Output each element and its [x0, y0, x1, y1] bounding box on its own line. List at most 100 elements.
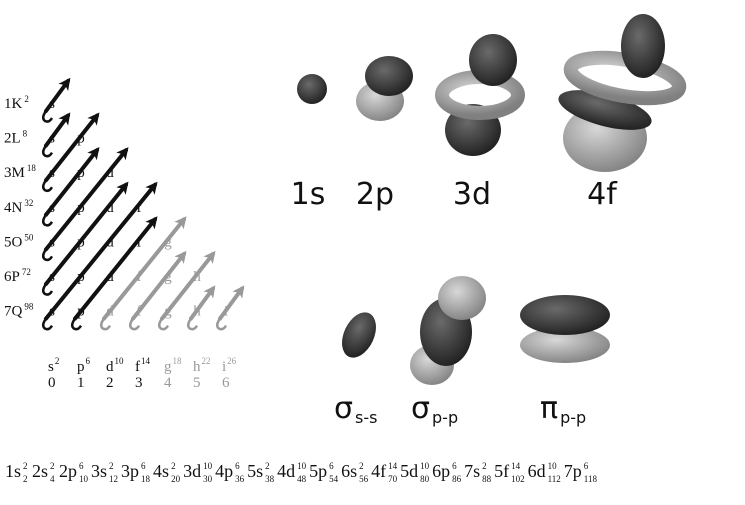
order-arrow	[160, 252, 215, 321]
sequence-electrons: 6	[452, 461, 457, 471]
sequence-orbital: 6s	[341, 461, 357, 481]
subshell-letter: g	[164, 304, 172, 320]
bond-label: π p-p	[540, 391, 586, 427]
order-arrow	[44, 182, 157, 321]
sequence-electrons: 6	[329, 461, 334, 471]
arrow-hook	[216, 317, 228, 331]
column-l: 4	[164, 375, 172, 391]
shell-label: 1K 2	[4, 94, 29, 112]
sequence-orbital: 1s	[5, 461, 21, 481]
sequence-total: 38	[265, 474, 275, 484]
orbital-label: 1s	[291, 177, 326, 212]
sequence-electrons: 2	[109, 461, 114, 471]
sequence-total: 88	[482, 474, 492, 484]
bond-symbol: σ	[411, 391, 430, 426]
sequence-total: 102	[511, 474, 525, 484]
orbital-1s-shape	[297, 74, 327, 104]
sequence-orbital: 7p	[564, 461, 582, 481]
arrow-hook	[100, 317, 112, 331]
bond-sigma-pp-lobe	[438, 276, 486, 320]
column-name: f	[135, 359, 140, 375]
sequence-electrons: 2	[171, 461, 176, 471]
sequence-total: 10	[79, 474, 89, 484]
arrow-head	[203, 250, 216, 264]
shell-capacity: 50	[24, 232, 34, 242]
column-capacity: 2	[55, 356, 60, 366]
shell-name: 4N	[4, 200, 23, 216]
shell-label: 2L 8	[4, 129, 28, 147]
sequence-orbital: 2p	[59, 461, 77, 481]
column-l: 5	[193, 375, 201, 391]
column-letter: d10	[106, 356, 124, 375]
sequence-electrons: 2	[265, 461, 270, 471]
sequence-total: 4	[50, 474, 55, 484]
arrow-head	[58, 112, 71, 126]
arrow-head	[116, 181, 129, 195]
subshell-letter: d	[106, 269, 114, 285]
orbital-label: 4f	[587, 177, 618, 212]
shell-label: 7Q 98	[4, 302, 34, 320]
sequence-orbital: 5p	[309, 461, 327, 481]
arrow-hook	[42, 144, 54, 158]
subshell-letter: s	[49, 165, 55, 181]
order-arrow	[44, 113, 70, 148]
sequence-orbital: 4p	[215, 461, 233, 481]
orbital-shapes	[297, 14, 687, 385]
order-arrow	[44, 148, 128, 252]
arrow-hook	[42, 110, 54, 123]
column-l: 3	[135, 375, 143, 391]
subshell-letter: s	[49, 304, 55, 320]
subshell-letter: f	[137, 200, 142, 216]
sequence-electrons: 14	[511, 461, 521, 471]
arrow-hook	[42, 179, 54, 193]
sequence-electrons: 10	[548, 461, 558, 471]
subshell-letter: i	[224, 304, 228, 320]
arrow-head	[116, 147, 129, 161]
shell-capacity: 18	[27, 163, 37, 173]
order-arrow	[44, 148, 99, 217]
column-l: 6	[222, 375, 230, 391]
bond-symbol: σ	[334, 391, 353, 426]
subshell-letter: p	[77, 200, 85, 216]
column-capacity: 26	[227, 356, 237, 366]
sequence-orbital: 7s	[464, 461, 480, 481]
sequence-orbital: 4d	[277, 461, 295, 481]
sequence-total: 30	[203, 474, 213, 484]
sequence-total: 118	[584, 474, 598, 484]
subshell-letter: s	[49, 234, 55, 250]
arrow-head	[58, 77, 71, 91]
shell-name: 1K	[4, 96, 23, 112]
sequence-electrons: 6	[235, 461, 240, 471]
bond-subscript: p-p	[560, 408, 586, 427]
sequence-orbital: 4s	[153, 461, 169, 481]
sequence-orbital: 3s	[91, 461, 107, 481]
column-capacity: 18	[173, 356, 183, 366]
subshell-letter: h	[193, 269, 201, 285]
shell-name: 7Q	[4, 304, 23, 320]
sequence-electrons: 2	[50, 461, 55, 471]
orbital-3d-torus	[435, 70, 525, 120]
column-capacity: 14	[141, 356, 151, 366]
column-letter: i26	[222, 356, 237, 375]
order-arrow	[44, 182, 128, 286]
sequence-electrons: 6	[79, 461, 84, 471]
subshell-letter: p	[77, 165, 85, 181]
shell-name: 3M	[4, 165, 25, 181]
order-arrow	[44, 79, 70, 113]
subshell-letter: s	[49, 269, 55, 285]
subshell-letter: g	[164, 234, 172, 250]
column-name: h	[193, 359, 201, 375]
arrow-head	[87, 147, 100, 161]
sequence-orbital: 5f	[494, 461, 509, 481]
column-letter: s2	[48, 356, 59, 375]
order-arrow	[73, 217, 157, 321]
column-name: d	[106, 359, 114, 375]
shell-label: 4N 32	[4, 198, 33, 216]
arrow-hook	[42, 283, 54, 296]
sequence-total: 18	[141, 474, 151, 484]
subshell-letter: h	[193, 304, 201, 320]
sequence-orbital: 4f	[371, 461, 386, 481]
arrow-hook	[129, 317, 141, 331]
bond-label: σ p-p	[411, 391, 458, 427]
sequence-total: 56	[359, 474, 369, 484]
